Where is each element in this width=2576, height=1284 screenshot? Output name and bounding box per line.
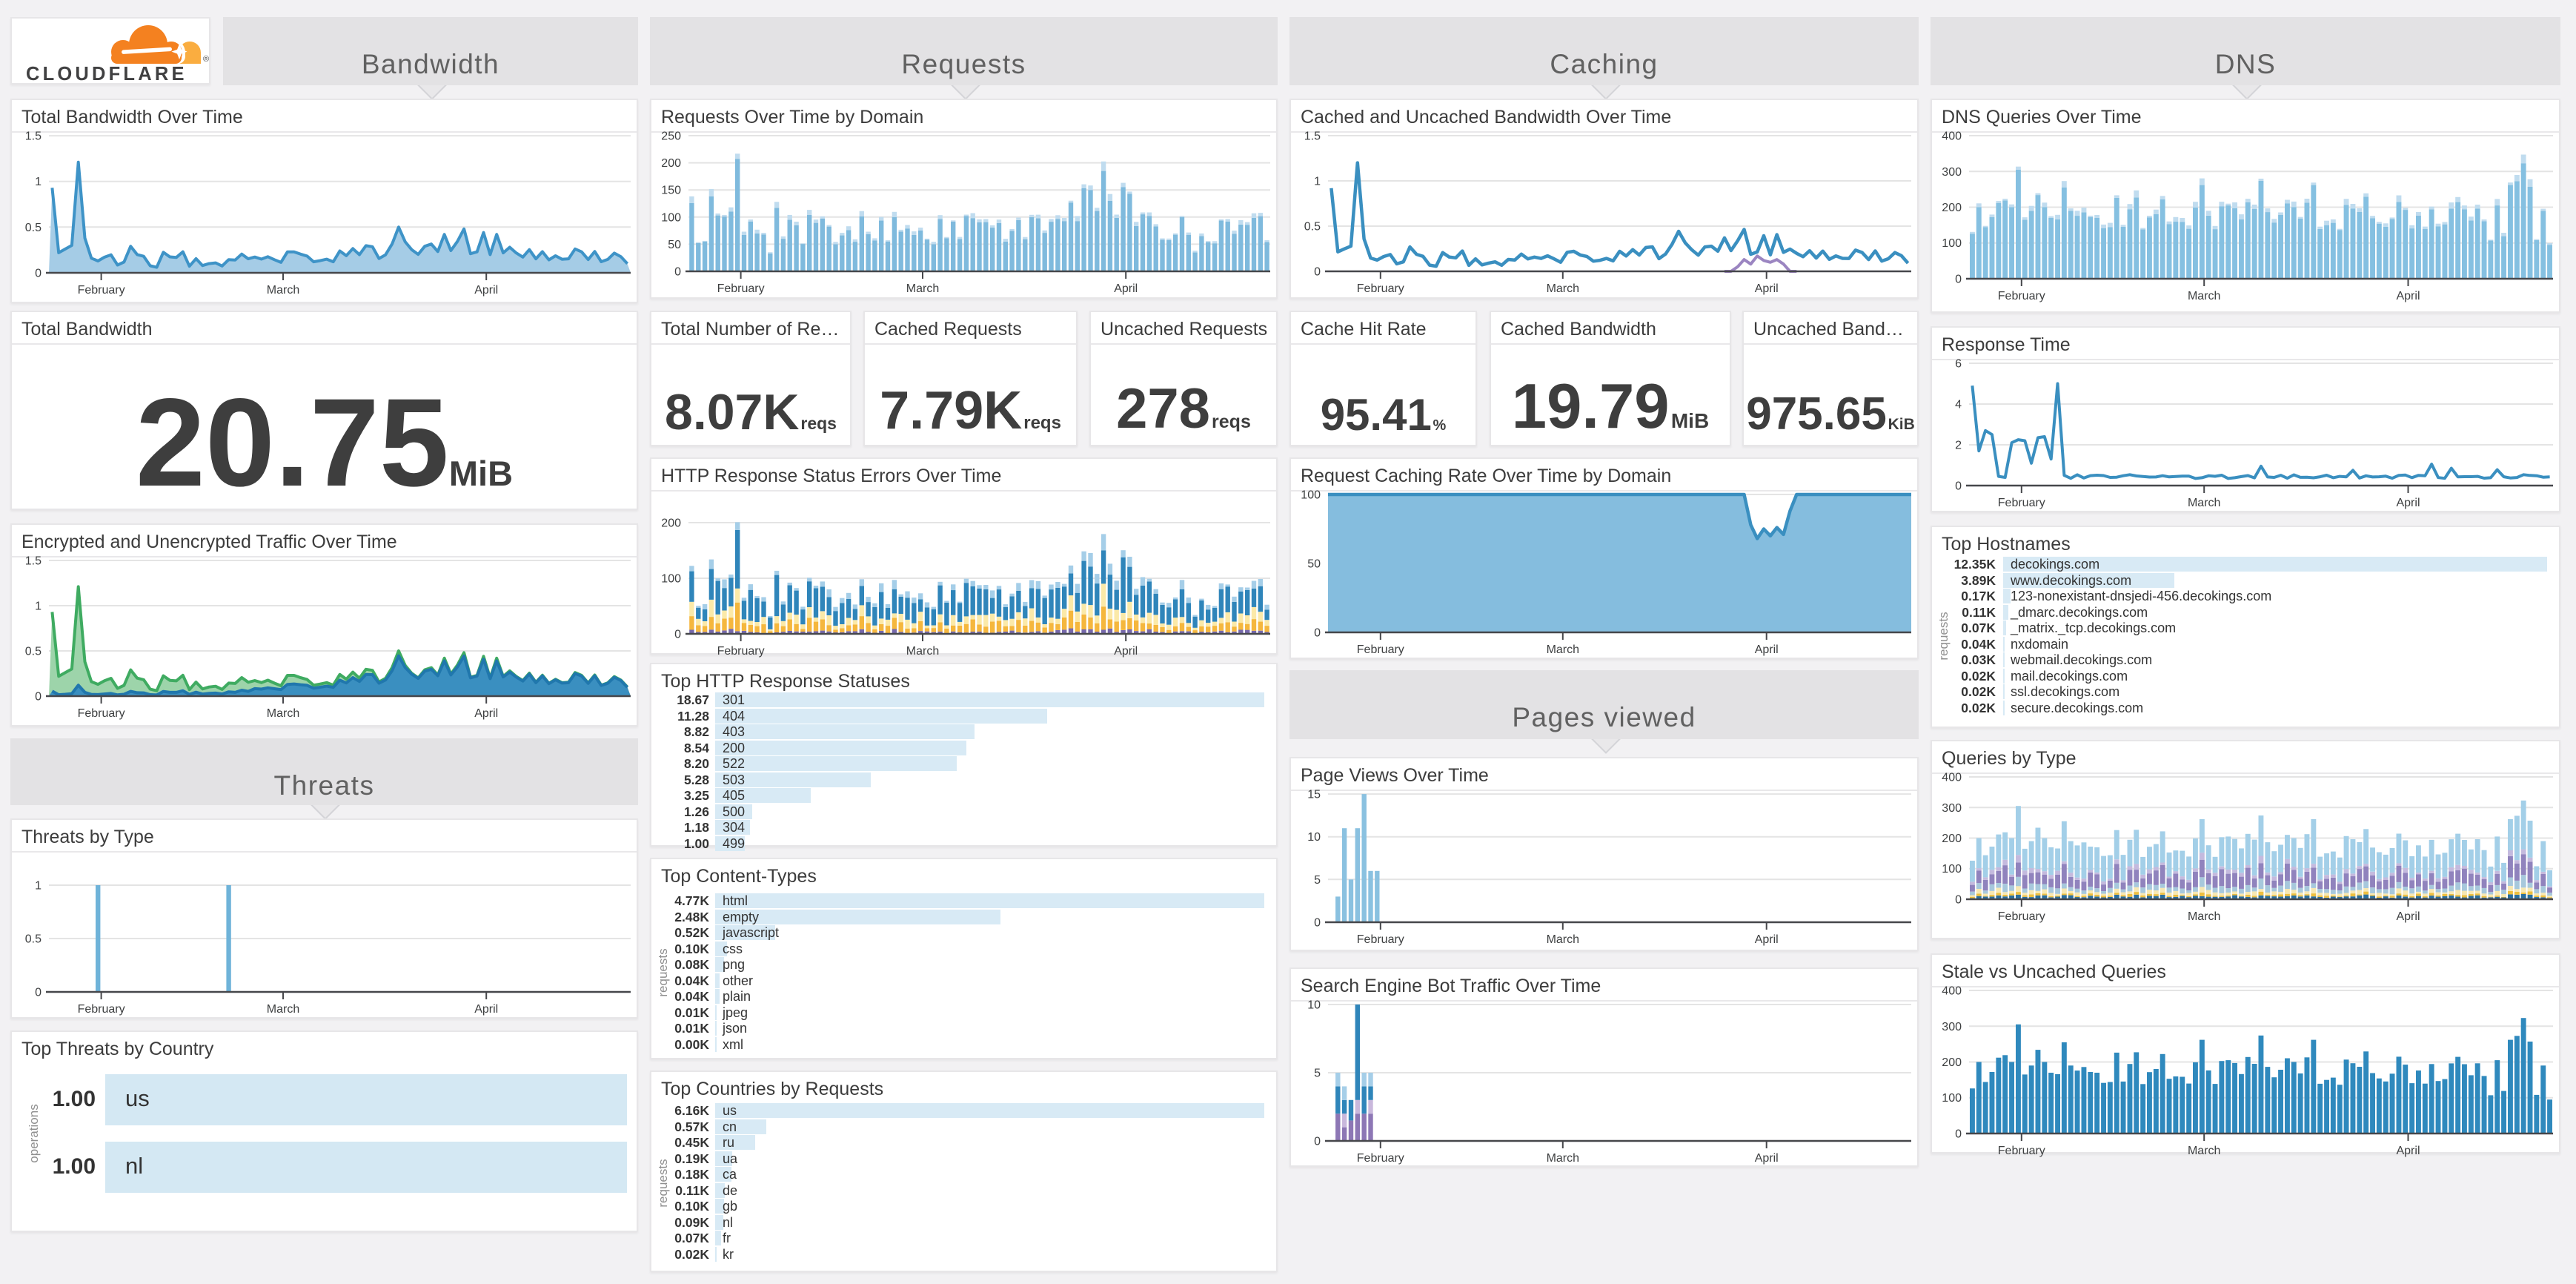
svg-text:April: April bbox=[474, 707, 498, 720]
svg-text:February: February bbox=[1998, 497, 2045, 509]
svg-text:March: March bbox=[267, 707, 299, 720]
svg-text:400: 400 bbox=[1942, 130, 1962, 143]
svg-text:April: April bbox=[474, 1003, 498, 1016]
svg-text:April: April bbox=[1755, 282, 1779, 295]
svg-text:100: 100 bbox=[1942, 1092, 1962, 1105]
svg-text:April: April bbox=[2396, 1145, 2420, 1157]
svg-text:250: 250 bbox=[661, 130, 681, 143]
svg-text:March: March bbox=[1547, 1152, 1579, 1165]
svg-text:400: 400 bbox=[1942, 772, 1962, 784]
svg-text:February: February bbox=[1998, 290, 2045, 302]
svg-text:100: 100 bbox=[1942, 863, 1962, 876]
svg-text:April: April bbox=[2396, 910, 2420, 923]
svg-text:0: 0 bbox=[1314, 1136, 1321, 1148]
svg-text:100: 100 bbox=[661, 573, 681, 586]
svg-text:March: March bbox=[1547, 933, 1579, 946]
svg-text:1: 1 bbox=[35, 600, 42, 613]
svg-text:1: 1 bbox=[35, 176, 42, 188]
svg-text:0: 0 bbox=[674, 266, 681, 279]
svg-text:April: April bbox=[2396, 290, 2420, 302]
svg-text:February: February bbox=[78, 707, 125, 720]
svg-text:1: 1 bbox=[1314, 176, 1321, 188]
svg-text:0: 0 bbox=[35, 987, 42, 999]
svg-text:1: 1 bbox=[35, 880, 42, 893]
svg-text:February: February bbox=[1357, 933, 1404, 946]
svg-text:March: March bbox=[1547, 643, 1579, 656]
svg-text:®: ® bbox=[203, 55, 209, 64]
svg-text:100: 100 bbox=[1942, 237, 1962, 250]
svg-text:March: March bbox=[906, 645, 939, 658]
svg-text:5: 5 bbox=[1314, 1068, 1321, 1080]
svg-text:April: April bbox=[1114, 645, 1138, 658]
svg-text:March: March bbox=[2188, 290, 2220, 302]
svg-text:10: 10 bbox=[1307, 999, 1321, 1012]
svg-text:10: 10 bbox=[1307, 831, 1321, 844]
svg-text:400: 400 bbox=[1942, 985, 1962, 998]
svg-text:March: March bbox=[2188, 497, 2220, 509]
svg-text:1.5: 1.5 bbox=[1304, 130, 1321, 143]
svg-text:March: March bbox=[267, 284, 299, 297]
svg-text:0: 0 bbox=[1955, 894, 1962, 907]
svg-text:March: March bbox=[906, 282, 939, 295]
svg-text:0: 0 bbox=[1955, 274, 1962, 286]
svg-text:February: February bbox=[1357, 282, 1404, 295]
svg-text:April: April bbox=[2396, 497, 2420, 509]
svg-text:200: 200 bbox=[1942, 833, 1962, 845]
svg-text:200: 200 bbox=[661, 517, 681, 530]
svg-text:150: 150 bbox=[661, 185, 681, 197]
svg-text:200: 200 bbox=[1942, 202, 1962, 214]
svg-text:0.5: 0.5 bbox=[25, 933, 42, 946]
svg-text:5: 5 bbox=[1314, 874, 1321, 887]
svg-text:February: February bbox=[1357, 643, 1404, 656]
svg-text:300: 300 bbox=[1942, 1021, 1962, 1033]
svg-text:March: March bbox=[267, 1003, 299, 1016]
svg-text:0: 0 bbox=[1314, 266, 1321, 279]
svg-text:February: February bbox=[717, 282, 765, 295]
svg-text:0: 0 bbox=[1314, 917, 1321, 930]
svg-text:6: 6 bbox=[1955, 358, 1962, 371]
svg-text:0: 0 bbox=[1314, 627, 1321, 640]
svg-text:0: 0 bbox=[35, 691, 42, 704]
svg-text:4: 4 bbox=[1955, 399, 1962, 411]
svg-text:April: April bbox=[1114, 282, 1138, 295]
svg-text:February: February bbox=[1998, 910, 2045, 923]
svg-text:0.5: 0.5 bbox=[1304, 221, 1321, 234]
svg-text:April: April bbox=[1755, 1152, 1779, 1165]
svg-text:February: February bbox=[78, 284, 125, 297]
svg-text:0: 0 bbox=[1955, 480, 1962, 493]
svg-text:100: 100 bbox=[661, 211, 681, 224]
svg-text:200: 200 bbox=[1942, 1056, 1962, 1069]
svg-text:300: 300 bbox=[1942, 166, 1962, 179]
svg-text:50: 50 bbox=[668, 239, 681, 251]
svg-text:March: March bbox=[1547, 282, 1579, 295]
svg-text:0.5: 0.5 bbox=[25, 222, 42, 234]
svg-text:February: February bbox=[1998, 1145, 2045, 1157]
svg-text:15: 15 bbox=[1307, 789, 1321, 801]
svg-text:April: April bbox=[474, 284, 498, 297]
svg-text:1.5: 1.5 bbox=[25, 130, 42, 143]
svg-text:CLOUDFLARE: CLOUDFLARE bbox=[26, 64, 187, 85]
svg-text:0: 0 bbox=[35, 268, 42, 280]
svg-text:0: 0 bbox=[674, 629, 681, 641]
svg-text:March: March bbox=[2188, 910, 2220, 923]
svg-text:April: April bbox=[1755, 643, 1779, 656]
svg-text:February: February bbox=[1357, 1152, 1404, 1165]
svg-text:February: February bbox=[78, 1003, 125, 1016]
svg-text:April: April bbox=[1755, 933, 1779, 946]
svg-text:March: March bbox=[2188, 1145, 2220, 1157]
svg-text:February: February bbox=[717, 645, 765, 658]
svg-text:1.5: 1.5 bbox=[25, 555, 42, 568]
svg-text:50: 50 bbox=[1307, 558, 1321, 571]
svg-text:200: 200 bbox=[661, 157, 681, 170]
svg-text:100: 100 bbox=[1301, 489, 1321, 502]
svg-text:0: 0 bbox=[1955, 1128, 1962, 1141]
svg-text:2: 2 bbox=[1955, 440, 1962, 452]
svg-text:0.5: 0.5 bbox=[25, 646, 42, 658]
svg-text:300: 300 bbox=[1942, 802, 1962, 815]
